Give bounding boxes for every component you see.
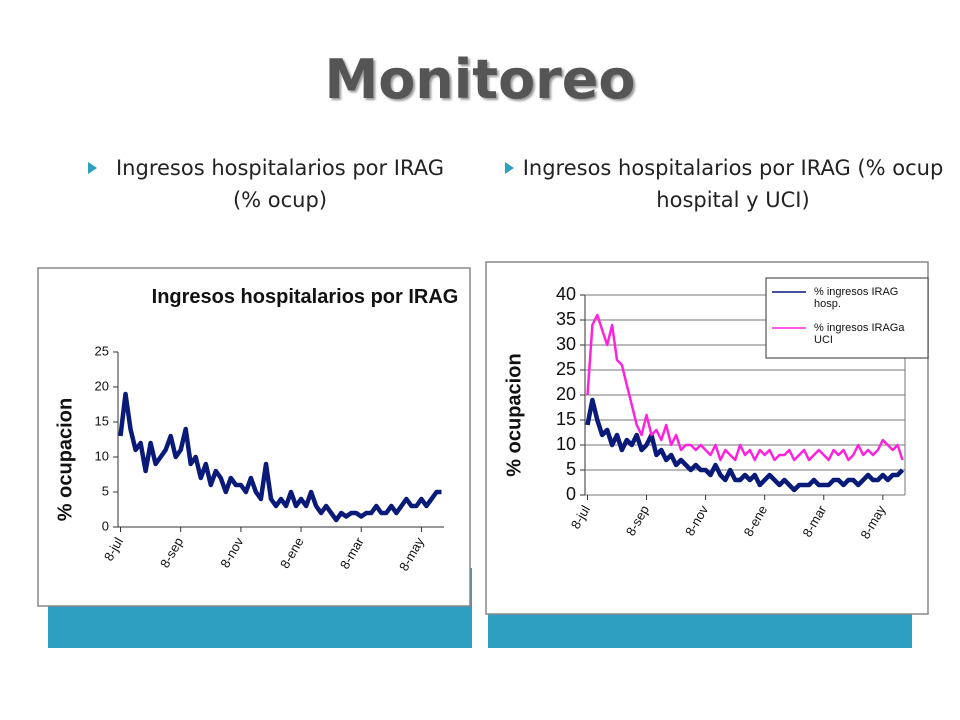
y-tick-label: 10	[95, 448, 109, 463]
y-tick-label: 15	[95, 413, 109, 428]
chart-title: Ingresos hospitalarios por IRAG	[151, 286, 459, 308]
slide-title: Monitoreo	[324, 48, 636, 111]
y-tick-label: 10	[556, 434, 576, 454]
y-axis-label: % ocupacion	[54, 398, 76, 521]
y-tick-label: 30	[556, 334, 576, 354]
bullet-marker	[505, 162, 514, 174]
y-tick-label: 25	[556, 359, 576, 379]
y-tick-label: 25	[95, 343, 109, 358]
y-axis-label: % ocupacion	[503, 353, 525, 476]
bullet-marker	[88, 162, 97, 174]
data-line	[118, 391, 442, 523]
legend-label: % ingresos IRAGa UCI	[814, 322, 905, 346]
chart-panel	[37, 267, 471, 607]
legend-label: % ingresos IRAG hosp.	[814, 286, 899, 310]
y-tick-label: 20	[95, 378, 109, 393]
data-line	[585, 397, 905, 493]
bullet-text: Ingresos hospitalarios por IRAG (% ocup)	[115, 156, 445, 212]
y-tick-label: 0	[102, 518, 109, 533]
data-line	[586, 313, 904, 462]
y-tick-label: 5	[102, 483, 109, 498]
y-tick-label: 35	[556, 309, 576, 329]
bullet-text: Ingresos hospitalarios por IRAG (% ocup …	[522, 156, 944, 212]
y-tick-label: 5	[566, 459, 576, 479]
y-tick-label: 40	[556, 284, 576, 304]
y-tick-label: 15	[556, 409, 576, 429]
y-tick-label: 0	[566, 484, 576, 504]
y-tick-label: 20	[556, 384, 576, 404]
